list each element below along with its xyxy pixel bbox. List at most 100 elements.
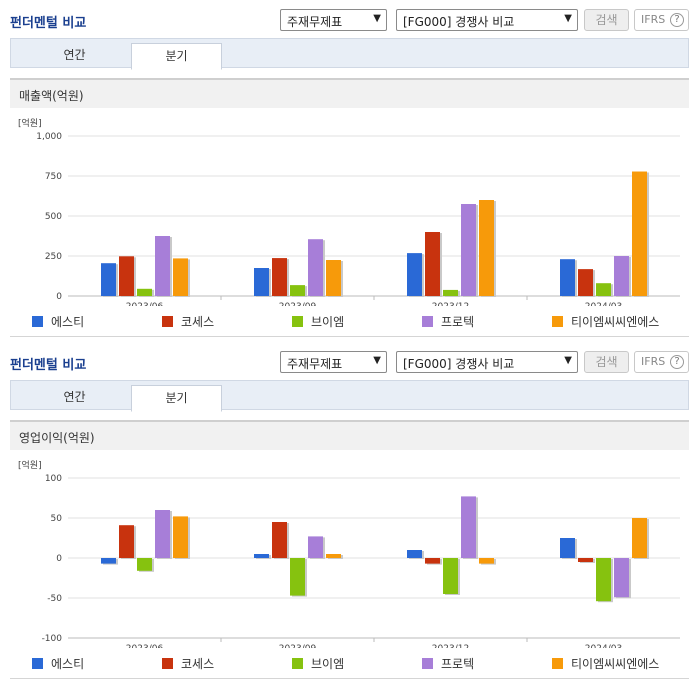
divider bbox=[10, 336, 689, 337]
x-tick-label: 2023/06 bbox=[126, 644, 164, 648]
operating-profit-chart-svg: [억원] -100 -50 0 50 100 2023/06 2023/09 2023/12 20… bbox=[18, 459, 680, 648]
bar-브이엠-2023-09 bbox=[290, 285, 305, 296]
bar-티이엠씨씨엔에스-2023-09 bbox=[326, 554, 341, 558]
period-tabs: 연간 분기 bbox=[10, 38, 689, 70]
compare-group-select[interactable]: [FG000] 경쟁사 비교 ▼ bbox=[396, 351, 578, 373]
legend-swatch bbox=[32, 658, 43, 669]
search-button[interactable]: 검색 bbox=[584, 351, 629, 373]
bar-티이엠씨씨엔에스-2023-12 bbox=[479, 558, 494, 564]
legend-item-코세스[interactable]: 코세스 bbox=[162, 313, 214, 329]
legend-item-코세스[interactable]: 코세스 bbox=[162, 655, 214, 671]
ifrs-button[interactable]: IFRS ? bbox=[634, 9, 689, 31]
y-tick-label: -50 bbox=[47, 594, 62, 604]
x-tick-label: 2023/09 bbox=[279, 644, 317, 648]
help-icon[interactable]: ? bbox=[670, 355, 684, 369]
legend-label: 티이엠씨씨엔에스 bbox=[571, 657, 660, 671]
statement-type-select[interactable]: 주재무제표 ▼ bbox=[280, 351, 387, 373]
bar-코세스-2024-03 bbox=[578, 558, 593, 562]
statement-type-value: 주재무제표 bbox=[287, 15, 343, 29]
y-tick-label: 0 bbox=[56, 554, 62, 564]
bar-코세스-2024-03 bbox=[578, 269, 593, 296]
legend-swatch bbox=[292, 658, 303, 669]
panel-title: 영업이익(억원) bbox=[10, 420, 689, 450]
operating-profit-chart: [억원] -100 -50 0 50 100 2023/06 2023/09 2023/12 20… bbox=[10, 452, 689, 648]
statement-type-value: 주재무제표 bbox=[287, 357, 343, 371]
ifrs-label: IFRS bbox=[641, 355, 666, 368]
statement-type-select[interactable]: 주재무제표 ▼ bbox=[280, 9, 387, 31]
bar-프로텍-2023-12 bbox=[461, 204, 476, 296]
y-tick-label: 100 bbox=[45, 474, 62, 484]
legend-label: 브이엠 bbox=[311, 657, 345, 671]
fundamental-section-2: 펀더멘털 비교 주재무제표 ▼ [FG000] 경쟁사 비교 ▼ 검색 IFRS… bbox=[0, 342, 696, 684]
bar-티이엠씨씨엔에스-2023-06 bbox=[173, 516, 188, 558]
search-button[interactable]: 검색 bbox=[584, 9, 629, 31]
bar-코세스-2023-06 bbox=[119, 525, 134, 558]
bar-프로텍-2024-03 bbox=[614, 256, 629, 296]
help-icon[interactable]: ? bbox=[670, 13, 684, 27]
tab-quarterly[interactable]: 분기 bbox=[131, 43, 222, 70]
chevron-down-icon: ▼ bbox=[373, 13, 381, 24]
tab-annual[interactable]: 연간 bbox=[63, 48, 86, 62]
ifrs-button[interactable]: IFRS ? bbox=[634, 351, 689, 373]
revenue-chart: [억원] 0 250 500 750 1,000 2023/06 2023/09 2023/12… bbox=[10, 110, 689, 306]
bar-티이엠씨씨엔에스-2023-06 bbox=[173, 258, 188, 296]
bar-코세스-2023-12 bbox=[425, 232, 440, 296]
legend-item-브이엠[interactable]: 브이엠 bbox=[292, 313, 344, 329]
legend-label: 에스티 bbox=[51, 315, 85, 329]
bar-에스티-2023-12 bbox=[407, 550, 422, 558]
bar-에스티-2023-09 bbox=[254, 268, 269, 296]
bar-에스티-2024-03 bbox=[560, 259, 575, 296]
bar-브이엠-2023-06 bbox=[137, 288, 152, 296]
legend-item-브이엠[interactable]: 브이엠 bbox=[292, 655, 344, 671]
period-tabs: 연간 분기 bbox=[10, 380, 689, 412]
legend-item-프로텍[interactable]: 프로텍 bbox=[422, 313, 474, 329]
bar-에스티-2023-06 bbox=[101, 263, 116, 296]
y-tick-label: 500 bbox=[45, 212, 62, 222]
bar-프로텍-2023-09 bbox=[308, 239, 323, 296]
panel-title: 매출액(억원) bbox=[10, 78, 689, 108]
y-tick-label: 750 bbox=[45, 172, 62, 182]
legend-label: 티이엠씨씨엔에스 bbox=[571, 315, 660, 329]
legend-label: 프로텍 bbox=[441, 657, 475, 671]
chart-legend: 에스티 코세스 브이엠 프로텍 티이엠씨씨엔에스 bbox=[10, 655, 689, 671]
section-title: 펀더멘털 비교 bbox=[10, 358, 87, 373]
bar-프로텍-2023-12 bbox=[461, 496, 476, 558]
x-tick-label: 2024/03 bbox=[585, 644, 622, 648]
legend-label: 브이엠 bbox=[311, 315, 345, 329]
legend-item-티이엠씨씨엔에스[interactable]: 티이엠씨씨엔에스 bbox=[552, 655, 659, 671]
bar-코세스-2023-06 bbox=[119, 256, 134, 296]
x-tick-label: 2023/12 bbox=[432, 644, 469, 648]
compare-group-select[interactable]: [FG000] 경쟁사 비교 ▼ bbox=[396, 9, 578, 31]
bar-티이엠씨씨엔에스-2023-09 bbox=[326, 260, 341, 296]
bar-티이엠씨씨엔에스-2024-03 bbox=[632, 518, 647, 558]
bar-브이엠-2023-12 bbox=[443, 558, 458, 594]
tab-annual[interactable]: 연간 bbox=[63, 390, 86, 404]
bar-에스티-2023-06 bbox=[101, 558, 116, 564]
legend-item-에스티[interactable]: 에스티 bbox=[32, 655, 84, 671]
tab-quarterly[interactable]: 분기 bbox=[131, 385, 222, 412]
bar-코세스-2023-09 bbox=[272, 522, 287, 558]
legend-swatch bbox=[422, 316, 433, 327]
bar-프로텍-2023-06 bbox=[155, 236, 170, 296]
legend-swatch bbox=[422, 658, 433, 669]
bar-브이엠-2023-06 bbox=[137, 558, 152, 571]
legend-item-에스티[interactable]: 에스티 bbox=[32, 313, 84, 329]
bar-에스티-2023-12 bbox=[407, 253, 422, 296]
x-tick-label: 2023/06 bbox=[126, 302, 164, 306]
legend-label: 코세스 bbox=[181, 315, 215, 329]
legend-label: 프로텍 bbox=[441, 315, 475, 329]
legend-swatch bbox=[162, 316, 173, 327]
section-header: 펀더멘털 비교 주재무제표 ▼ [FG000] 경쟁사 비교 ▼ 검색 IFRS… bbox=[0, 342, 696, 373]
bar-에스티-2023-09 bbox=[254, 554, 269, 558]
divider bbox=[10, 678, 689, 679]
compare-group-value: [FG000] 경쟁사 비교 bbox=[403, 15, 515, 29]
legend-item-티이엠씨씨엔에스[interactable]: 티이엠씨씨엔에스 bbox=[552, 313, 659, 329]
section-title: 펀더멘털 비교 bbox=[10, 16, 87, 31]
revenue-chart-svg: [억원] 0 250 500 750 1,000 2023/06 2023/09 2023/12… bbox=[18, 117, 680, 306]
legend-label: 코세스 bbox=[181, 657, 215, 671]
unit-label: [억원] bbox=[18, 117, 42, 129]
bar-코세스-2023-09 bbox=[272, 258, 287, 296]
legend-label: 에스티 bbox=[51, 657, 85, 671]
y-tick-label: -100 bbox=[42, 634, 63, 644]
legend-item-프로텍[interactable]: 프로텍 bbox=[422, 655, 474, 671]
